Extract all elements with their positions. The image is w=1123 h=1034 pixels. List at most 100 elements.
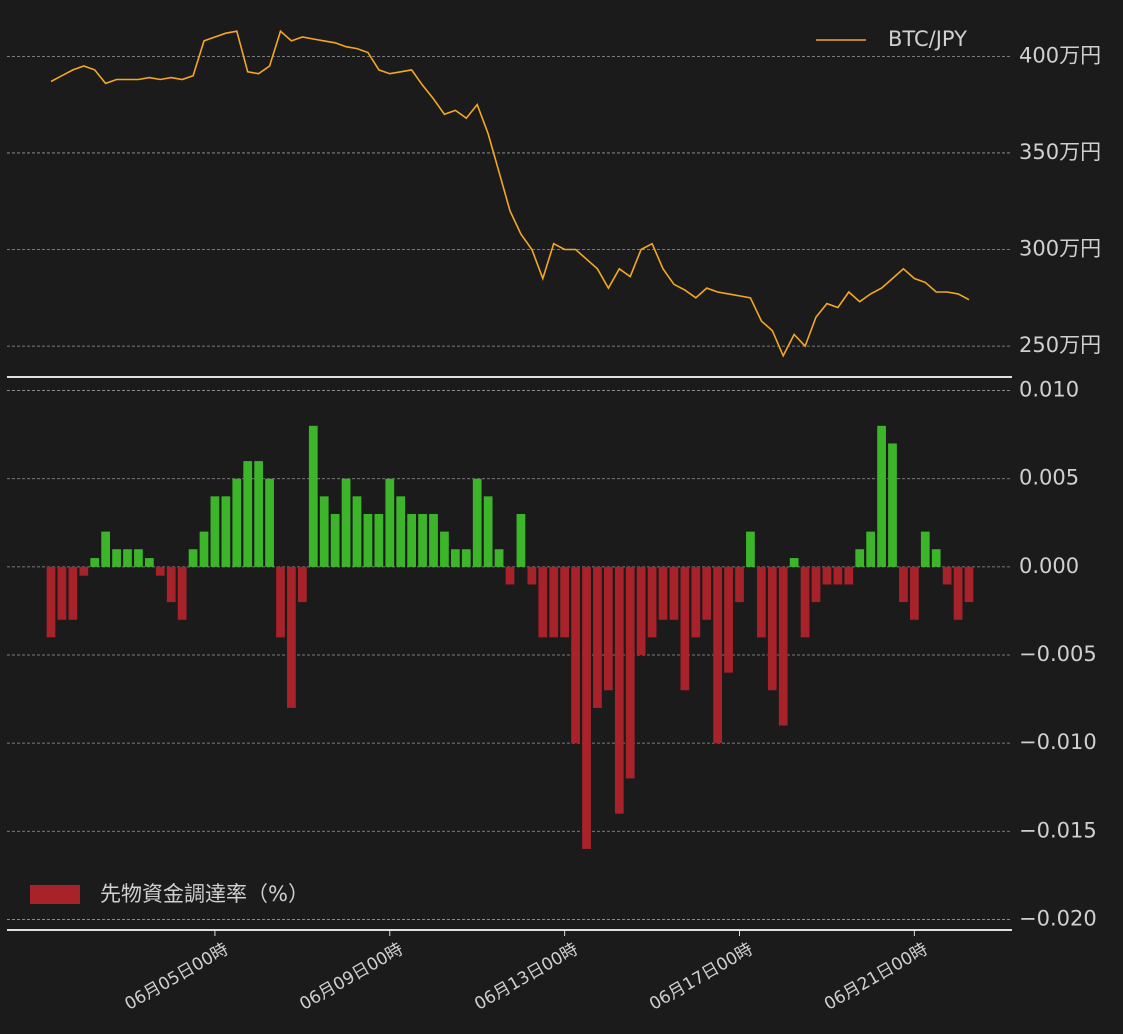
bar xyxy=(844,566,854,585)
bar xyxy=(582,566,591,849)
x-tick-label: 06月13日00時 xyxy=(471,939,581,1014)
bar xyxy=(964,566,974,603)
bar xyxy=(483,496,493,567)
bar xyxy=(166,566,176,603)
bar xyxy=(374,513,384,567)
bar xyxy=(287,566,296,708)
bar xyxy=(811,566,821,603)
y-tick-label: 350万円 xyxy=(1019,140,1101,164)
bar xyxy=(330,513,340,567)
bar xyxy=(614,566,624,814)
y-tick-label: 250万円 xyxy=(1019,333,1101,357)
bar xyxy=(571,566,580,744)
bar xyxy=(385,478,395,567)
bar xyxy=(440,531,449,567)
bar xyxy=(833,566,843,585)
bar xyxy=(101,531,111,567)
bar xyxy=(593,566,602,708)
bar xyxy=(625,566,635,779)
y-tick-label: −0.020 xyxy=(1019,906,1097,930)
bar xyxy=(953,566,963,620)
bar xyxy=(243,461,253,567)
bar xyxy=(822,566,832,585)
y-tick-label: 400万円 xyxy=(1019,43,1101,67)
bar xyxy=(134,549,143,567)
bar xyxy=(221,496,231,567)
bar xyxy=(549,566,559,638)
y-tick-label: 300万円 xyxy=(1019,237,1101,261)
bar xyxy=(188,549,198,567)
legend-label: BTC/JPY xyxy=(888,27,967,51)
bar xyxy=(46,566,56,638)
bar xyxy=(199,531,209,567)
bar xyxy=(899,566,908,603)
bar xyxy=(123,549,132,567)
price-line xyxy=(50,29,970,358)
bar xyxy=(538,566,548,638)
bar xyxy=(735,566,744,603)
x-tick-label: 06月09日00時 xyxy=(296,939,406,1014)
bar xyxy=(702,566,712,620)
bar xyxy=(308,425,318,567)
bar xyxy=(68,566,78,620)
x-tick-label: 06月21日00時 xyxy=(821,939,931,1014)
bar xyxy=(177,566,187,620)
bar xyxy=(57,566,67,620)
x-tick-label: 06月17日00時 xyxy=(646,939,756,1014)
bar xyxy=(516,513,526,567)
bar xyxy=(407,513,417,567)
bar xyxy=(210,496,220,567)
bar xyxy=(789,558,799,567)
x-tick-label: 06月05日00時 xyxy=(122,939,232,1014)
bar xyxy=(920,531,930,567)
bar xyxy=(767,566,777,691)
bar xyxy=(855,549,865,567)
bar xyxy=(909,566,919,620)
bar xyxy=(680,566,690,691)
bar xyxy=(713,566,723,744)
bar xyxy=(276,566,285,638)
bar xyxy=(603,566,613,691)
y-tick-label: 0.000 xyxy=(1019,554,1079,578)
bar xyxy=(232,478,242,567)
bar xyxy=(691,566,701,638)
bar xyxy=(79,566,89,576)
bar xyxy=(866,531,876,567)
bar xyxy=(90,558,100,567)
bar xyxy=(319,496,329,567)
y-tick-label: −0.015 xyxy=(1019,818,1097,842)
bar xyxy=(778,566,788,726)
bar xyxy=(450,549,460,567)
bar xyxy=(341,478,351,567)
legend-label: 先物資金調達率（%） xyxy=(100,882,309,906)
bar xyxy=(636,566,646,655)
y-tick-label: −0.010 xyxy=(1019,730,1097,754)
bar xyxy=(396,496,406,567)
bar xyxy=(155,566,165,576)
bar xyxy=(647,566,657,638)
bar xyxy=(527,566,537,585)
y-tick-label: 0.010 xyxy=(1019,378,1079,402)
bar xyxy=(418,513,427,567)
bar xyxy=(560,566,570,638)
bar xyxy=(297,566,307,603)
bar xyxy=(888,443,897,567)
bar xyxy=(505,566,515,585)
bar xyxy=(254,461,264,567)
bar xyxy=(429,513,438,567)
bar xyxy=(756,566,766,638)
bar xyxy=(669,566,679,620)
bar xyxy=(724,566,733,673)
bar xyxy=(877,425,886,567)
bar xyxy=(112,549,121,567)
y-tick-label: 0.005 xyxy=(1019,466,1079,490)
bar xyxy=(658,566,668,620)
bar xyxy=(352,496,362,567)
bar xyxy=(265,478,274,567)
bar xyxy=(461,549,471,567)
y-tick-label: −0.005 xyxy=(1019,642,1097,666)
bar xyxy=(800,566,810,638)
bar xyxy=(746,531,755,567)
bar xyxy=(942,566,952,585)
